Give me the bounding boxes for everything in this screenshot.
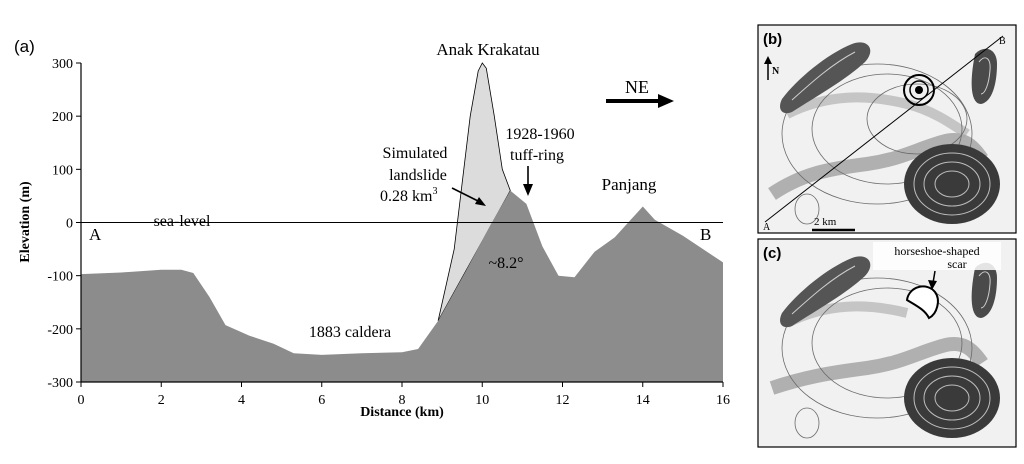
landslide-label: landslide: [389, 167, 447, 184]
y-tick-label: 200: [52, 110, 73, 125]
simulated-label: Simulated: [383, 145, 448, 162]
landslide-arrowhead: [475, 197, 486, 206]
north-arrowhead: [764, 56, 772, 64]
slope-angle-label: ~8.2°: [488, 255, 523, 272]
scale-label: 2 km: [814, 216, 837, 228]
x-tick-label: 10: [475, 393, 489, 408]
y-axis-label: Elevation (m): [18, 181, 33, 263]
scar-arrowhead: [928, 280, 937, 290]
ne-direction-label: NE: [625, 77, 649, 97]
x-axis-label: Distance (km): [360, 405, 444, 420]
map-b-channel-north: [784, 92, 970, 139]
y-tick-label: -100: [47, 270, 73, 285]
y-tick-label: -200: [47, 323, 73, 338]
map-c-island-east: [971, 262, 997, 318]
y-tick-label: 0: [66, 217, 73, 232]
bathymetry-area: [81, 190, 723, 382]
map-b-island-west: [780, 42, 871, 114]
x-tick-label: 4: [238, 393, 245, 408]
map-c-island-west: [780, 256, 871, 328]
scar-label: scar: [947, 257, 966, 271]
panjang-label: Panjang: [602, 175, 657, 194]
map-c-island-south: [904, 358, 1000, 438]
map-b-point-b: B: [999, 36, 1006, 47]
panel-b-label: (b): [763, 31, 782, 48]
landslide-arrow: [451, 187, 481, 203]
x-tick-label: 6: [318, 393, 325, 408]
x-tick-label: 14: [636, 393, 650, 408]
x-tick-label: 12: [556, 393, 570, 408]
tuff-ring-arrowhead: [523, 184, 533, 196]
horseshoe-label: horseshoe-shaped: [894, 244, 979, 258]
map-c-contours: [781, 277, 973, 439]
y-tick-label: 100: [52, 163, 73, 178]
north-label: N: [772, 66, 780, 77]
bathymetry-map-c: (c) horseshoe-shaped scar: [757, 238, 1017, 448]
panel-c-label: (c): [763, 245, 781, 262]
map-b-profile-line: [764, 35, 1004, 223]
landslide-volume-label: 0.28 km3: [380, 186, 437, 205]
caldera-label: 1883 caldera: [309, 324, 391, 341]
sea-level-label: sea-level: [154, 213, 211, 230]
x-tick-label: 8: [399, 393, 406, 408]
map-b-island-east: [971, 48, 997, 104]
ne-arrowhead: [658, 94, 674, 108]
point-b-label: B: [700, 225, 711, 244]
map-b-point-a: A: [763, 222, 771, 233]
horseshoe-scar: [905, 285, 939, 320]
elevation-profile-chart: -300 -200 -100 0 100 200 300 0 2 4 6 8 10 12 14 16 (a)…: [14, 37, 730, 420]
bathymetry-map-b: (b) B A N 2 km: [757, 24, 1017, 234]
point-a-label: A: [89, 225, 102, 244]
map-c-channel: [769, 337, 988, 395]
x-tick-label: 16: [716, 393, 730, 408]
map-b-contours: [781, 63, 973, 225]
x-tick-label: 0: [78, 393, 85, 408]
map-b-channel: [768, 133, 988, 200]
tuff-ring-label: tuff-ring: [510, 147, 564, 164]
map-b-island-south: [904, 144, 1000, 224]
y-tick-label: -300: [47, 376, 73, 391]
x-tick-label: 2: [158, 393, 165, 408]
annotation-background: [873, 242, 1001, 270]
tuff-ring-years-label: 1928-1960: [505, 126, 574, 143]
landslide-area: [437, 62, 511, 322]
anak-krakatau-label: Anak Krakatau: [436, 40, 540, 59]
panel-a-label: (a): [14, 37, 35, 56]
y-tick-label: 300: [52, 57, 73, 72]
